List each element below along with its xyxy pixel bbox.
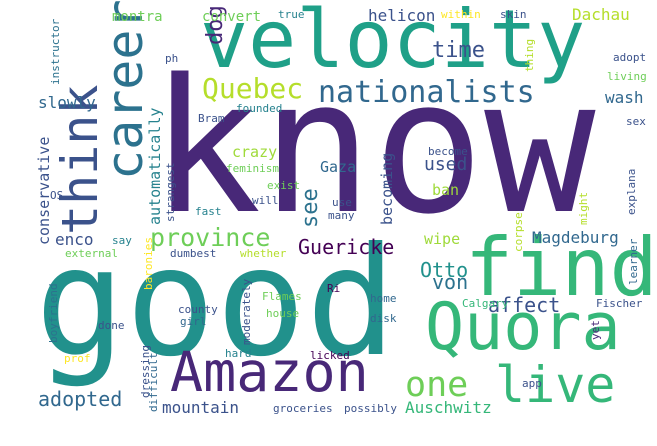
word-auschwitz: Auschwitz — [405, 398, 492, 417]
word-automatically: automatically — [146, 107, 164, 225]
word-ph: ph — [165, 52, 179, 65]
word-true: true — [278, 8, 305, 21]
word-girl: girl — [180, 315, 207, 328]
word-exist: exist — [267, 179, 301, 192]
word-explana: explana — [625, 168, 638, 215]
word-province: province — [150, 223, 271, 252]
word-affect: affect — [488, 293, 561, 317]
word-see: see — [298, 188, 323, 228]
word-feminism: feminism — [226, 162, 279, 175]
word-licked: licked — [310, 349, 350, 362]
word-guericke: Guericke — [298, 235, 395, 259]
word-magdeburg: Magdeburg — [532, 228, 619, 247]
word-thing: thing — [523, 38, 536, 72]
word-montra: montra — [112, 9, 163, 25]
word-whether: whether — [240, 247, 287, 260]
word-live: live — [495, 356, 616, 414]
word-possibly: possibly — [344, 402, 397, 415]
word-become: become — [428, 145, 468, 158]
word-good: good — [35, 216, 397, 390]
word-within: within — [441, 8, 481, 21]
word-calgary: Calgary — [462, 297, 509, 310]
word-otto: Otto — [420, 258, 469, 282]
word-baronies: baronies — [142, 237, 155, 290]
word-groceries: groceries — [273, 402, 333, 415]
word-os: OS — [50, 189, 64, 202]
word-hard: hard — [225, 347, 252, 360]
word-sex: sex — [626, 115, 646, 128]
word-ban: ban — [432, 181, 460, 199]
word-bram: Bram — [198, 112, 225, 125]
word-external: external — [65, 247, 118, 260]
word-adopt: adopt — [613, 51, 647, 64]
word-strangest: strangest — [164, 162, 177, 222]
word-one: one — [405, 365, 469, 405]
word-difficult: difficult — [147, 352, 160, 412]
word-find: find — [465, 221, 657, 314]
word-many: many — [328, 209, 355, 222]
word-fast: fast — [195, 205, 222, 218]
word-instructor: instructor — [49, 18, 62, 85]
word-helicon: helicon — [368, 6, 436, 25]
word-ri: Ri — [327, 282, 341, 295]
word-von: von — [432, 270, 469, 294]
word-velocity: velocity — [200, 0, 586, 86]
word-slowly: slowly — [38, 93, 96, 112]
word-will: will — [252, 194, 279, 207]
word-wash: wash — [605, 88, 644, 107]
word-crazy: crazy — [232, 143, 278, 161]
word-mountain: mountain — [162, 398, 240, 417]
word-disk: disk — [370, 312, 397, 325]
word-learner: learner — [627, 238, 640, 285]
word-time: time — [432, 38, 485, 63]
word-skin: skin — [500, 8, 527, 21]
word-home: home — [370, 292, 397, 305]
word-fischer: Fischer — [596, 297, 643, 310]
word-wipe: wipe — [424, 230, 461, 248]
word-moderately: moderately — [240, 278, 253, 345]
word-use: use — [332, 196, 352, 209]
word-adopted: adopted — [38, 387, 123, 411]
word-nationalists: nationalists — [318, 75, 535, 110]
word-county: county — [178, 303, 218, 316]
word-founded: founded — [236, 102, 283, 115]
word-living: living — [607, 70, 647, 83]
word-quora: Quora — [425, 290, 621, 365]
word-dumbest: dumbest — [170, 247, 217, 260]
word-done: done — [98, 319, 125, 332]
word-say: say — [112, 234, 132, 247]
word-becoming: becoming — [378, 152, 396, 225]
word-might: might — [577, 191, 590, 225]
word-convert: convert — [202, 9, 262, 25]
word-used: used — [424, 154, 468, 175]
word-boyfriend: boyfriend — [47, 283, 60, 343]
word-amazon: Amazon — [170, 340, 369, 404]
word-know: know — [150, 39, 596, 255]
word-corpse: corpse — [512, 212, 525, 252]
word-quebec: Quebec — [202, 72, 304, 105]
word-flames: Flames — [262, 290, 302, 303]
word-career: career — [96, 0, 154, 180]
word-gaza: Gaza — [320, 158, 357, 176]
word-enco: enco — [55, 230, 94, 249]
word-dachau: Dachau — [572, 5, 630, 24]
word-prof: prof — [64, 352, 91, 365]
word-yet: yet — [589, 320, 602, 340]
word-house: house — [266, 307, 300, 320]
word-app: app — [522, 377, 542, 390]
